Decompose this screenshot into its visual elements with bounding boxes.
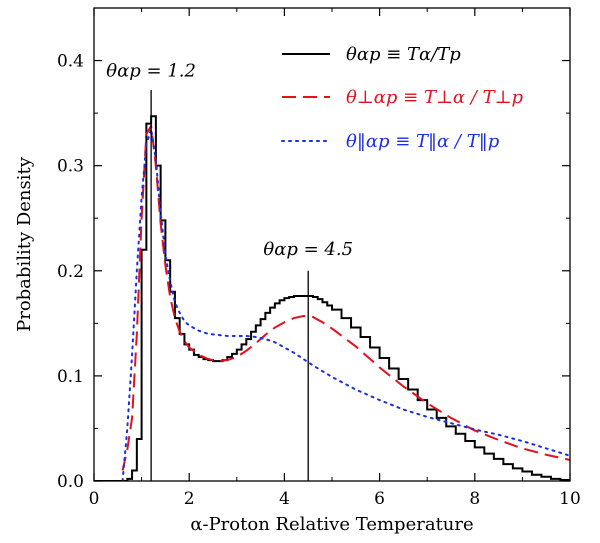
x-tick-label-4: 8 — [469, 489, 480, 509]
x-axis-title: α-Proton Relative Temperature — [190, 514, 473, 535]
annotation-label-0: θαp = 1.2 — [106, 60, 196, 81]
series-line-0 — [94, 115, 570, 481]
y-tick-label-0: 0.0 — [57, 472, 84, 492]
y-tick-label-1: 0.1 — [57, 367, 84, 387]
x-tick-label-0: 0 — [89, 489, 100, 509]
annotation-label-1: θαp = 4.5 — [263, 239, 353, 260]
series-line-1 — [121, 122, 570, 471]
x-tick-label-5: 10 — [559, 489, 581, 509]
y-tick-label-3: 0.3 — [57, 157, 84, 177]
x-tick-label-1: 2 — [184, 489, 195, 509]
y-tick-label-4: 0.4 — [57, 52, 84, 72]
y-tick-label-2: 0.2 — [57, 262, 84, 282]
legend-label-0: θαp ≡ Tα/Tp — [346, 44, 461, 65]
y-axis-title: Probability Density — [14, 156, 35, 332]
legend-label-2: θ‖αp ≡ T‖α / T‖p — [346, 131, 500, 152]
annotation-layer: θαp = 1.2 θαp = 4.5 — [106, 60, 353, 481]
axes-layer: 0 2 4 6 8 10 0.0 0.1 0.2 0.3 0.4 α-Proton Relative … — [14, 7, 581, 535]
legend: θαp ≡ Tα/Tp θ⊥αp ≡ T⊥α / T⊥p θ‖αp ≡ T‖α / … — [281, 44, 523, 152]
x-tick-label-2: 4 — [279, 489, 290, 509]
x-tick-label-3: 6 — [374, 489, 385, 509]
series-layer — [94, 115, 570, 481]
legend-label-1: θ⊥αp ≡ T⊥α / T⊥p — [346, 87, 523, 108]
series-line-2 — [121, 128, 570, 481]
